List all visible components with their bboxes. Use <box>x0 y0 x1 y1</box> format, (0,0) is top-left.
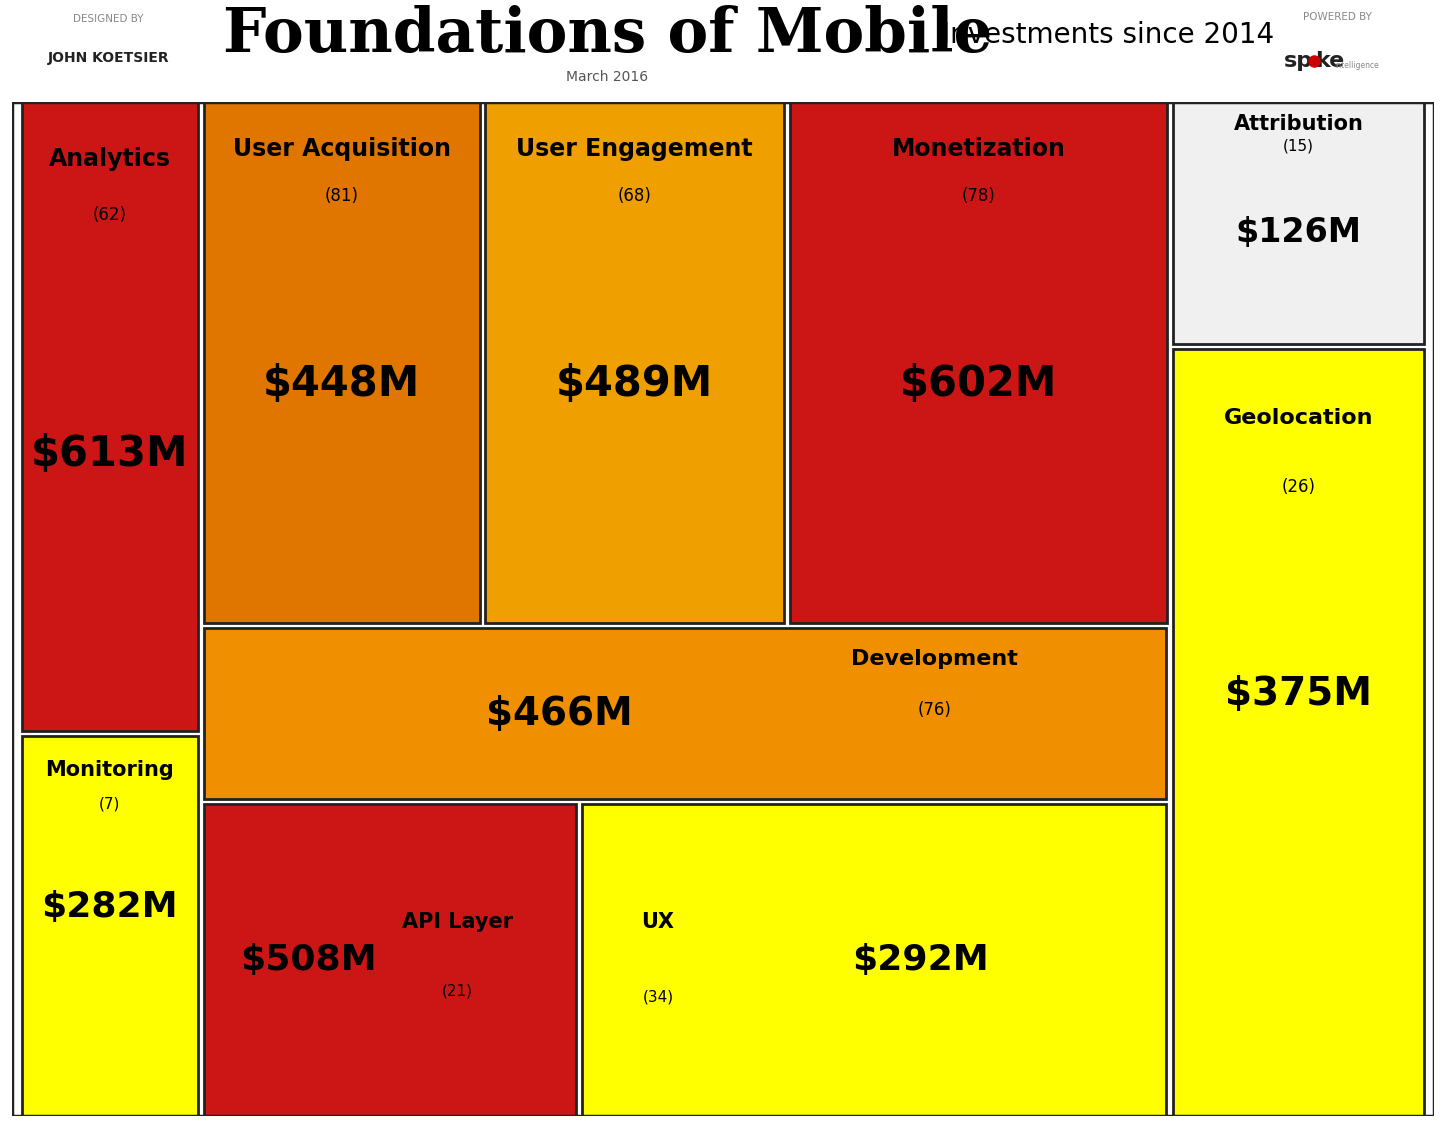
Text: User Acquisition: User Acquisition <box>233 137 451 161</box>
Text: DESIGNED BY: DESIGNED BY <box>74 14 143 24</box>
Text: intelligence: intelligence <box>1335 61 1378 70</box>
Bar <box>1173 349 1424 1116</box>
Text: User Engagement: User Engagement <box>516 137 753 161</box>
Text: (26): (26) <box>1281 478 1316 496</box>
Bar <box>204 629 1165 799</box>
Text: $613M: $613M <box>30 433 188 475</box>
Text: $508M: $508M <box>240 943 376 976</box>
Text: ke: ke <box>1316 51 1345 71</box>
Text: $282M: $282M <box>42 890 178 924</box>
Text: $292M: $292M <box>852 943 989 976</box>
Text: Geolocation: Geolocation <box>1223 407 1374 428</box>
Text: (68): (68) <box>617 187 652 205</box>
Text: $375M: $375M <box>1225 675 1372 713</box>
Text: $448M: $448M <box>263 362 421 405</box>
Bar <box>583 803 1165 1116</box>
Bar <box>486 102 784 623</box>
Text: (76): (76) <box>918 701 951 719</box>
Text: JOHN KOETSIER: JOHN KOETSIER <box>48 51 169 65</box>
Text: Foundations of Mobile: Foundations of Mobile <box>223 6 992 65</box>
Text: Monetization: Monetization <box>892 137 1066 161</box>
Bar <box>204 803 577 1116</box>
Text: (81): (81) <box>325 187 359 205</box>
Text: Investments since 2014: Investments since 2014 <box>933 21 1274 50</box>
Text: (7): (7) <box>100 796 120 812</box>
Text: Development: Development <box>852 649 1018 669</box>
Text: (34): (34) <box>642 990 674 1005</box>
Text: UX: UX <box>642 912 674 933</box>
Text: Monitoring: Monitoring <box>45 760 174 780</box>
Text: (78): (78) <box>962 187 995 205</box>
Bar <box>790 102 1167 623</box>
Bar <box>204 102 480 623</box>
Text: $466M: $466M <box>486 694 633 732</box>
Text: sp: sp <box>1284 51 1313 71</box>
Text: (62): (62) <box>93 207 127 225</box>
Text: $602M: $602M <box>899 362 1057 405</box>
Text: Attribution: Attribution <box>1233 114 1364 134</box>
Text: $126M: $126M <box>1235 216 1362 249</box>
Text: POWERED BY: POWERED BY <box>1303 11 1372 21</box>
Bar <box>1173 102 1424 343</box>
Text: API Layer: API Layer <box>402 912 513 933</box>
Text: (21): (21) <box>441 983 473 999</box>
Text: (15): (15) <box>1283 138 1314 153</box>
Text: March 2016: March 2016 <box>567 70 648 83</box>
Bar <box>22 736 198 1116</box>
Text: $489M: $489M <box>557 362 713 405</box>
Text: Analytics: Analytics <box>49 147 171 171</box>
Bar <box>22 102 198 731</box>
